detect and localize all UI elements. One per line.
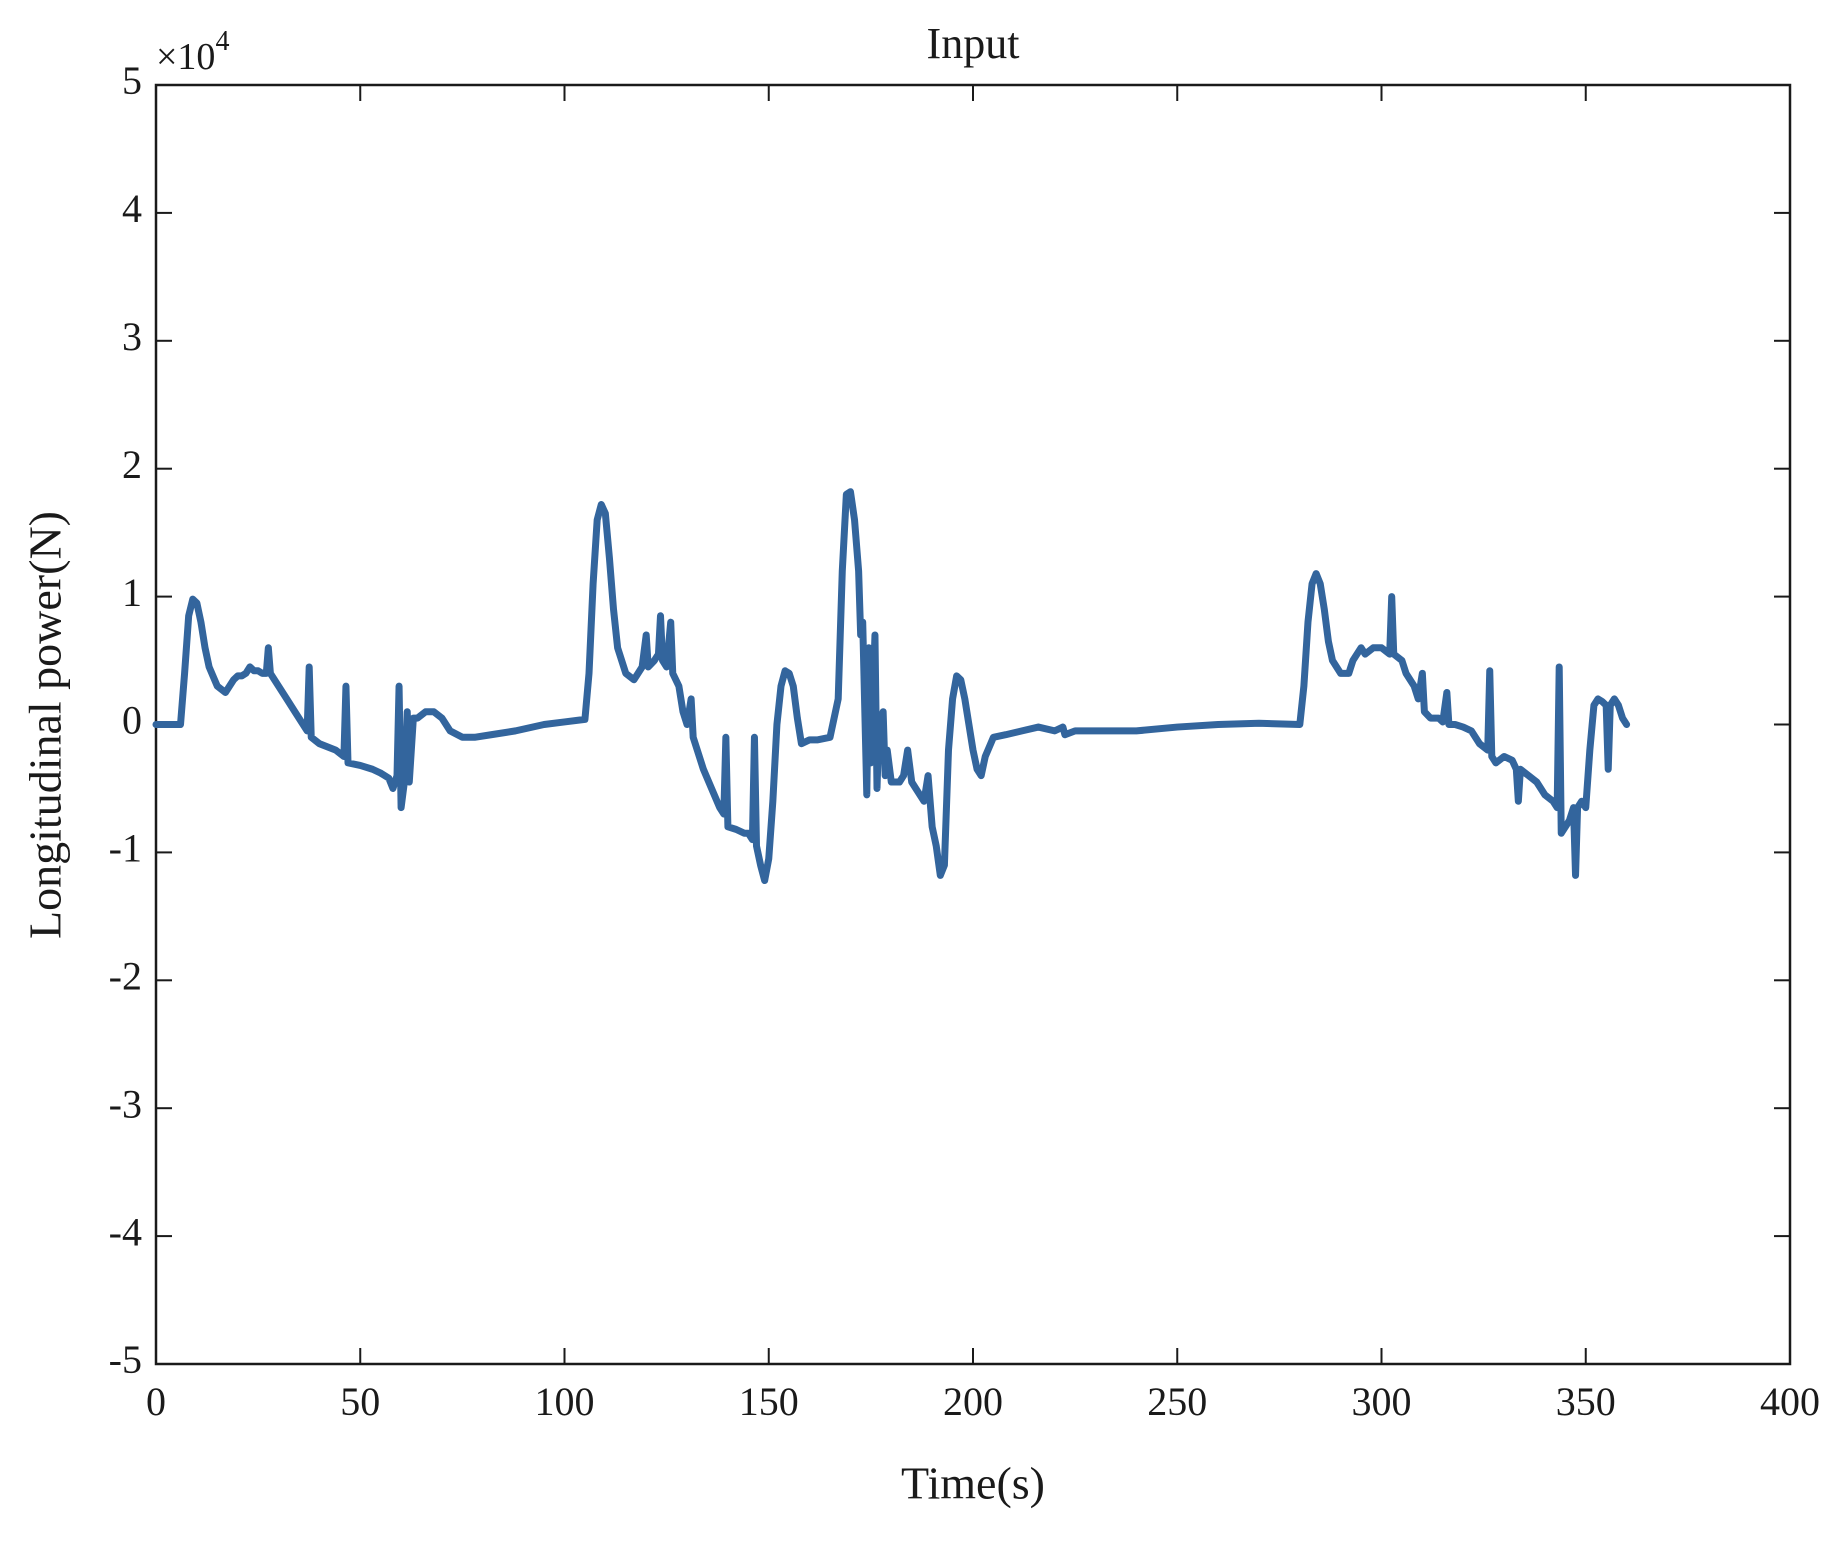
y-tick-label: 0: [122, 698, 142, 743]
y-tick-label: -5: [109, 1337, 142, 1382]
y-multiplier: ×104: [156, 26, 229, 77]
x-axis-label: Time(s): [901, 1458, 1045, 1509]
x-tick-label: 50: [340, 1379, 380, 1424]
y-tick-label: -4: [109, 1209, 142, 1254]
y-axis-label: Longitudinal power(N): [20, 511, 71, 939]
x-tick-label: 150: [739, 1379, 799, 1424]
y-tick-label: 3: [122, 314, 142, 359]
y-tick-label: 4: [122, 186, 142, 231]
y-tick-label: 2: [122, 442, 142, 487]
y-tick-label: -2: [109, 953, 142, 998]
y-tick-label: -3: [109, 1081, 142, 1126]
x-tick-label: 400: [1760, 1379, 1820, 1424]
chart-title: Input: [927, 19, 1020, 68]
x-tick-label: 200: [943, 1379, 1003, 1424]
y-tick-label: 5: [122, 58, 142, 103]
x-tick-label: 250: [1147, 1379, 1207, 1424]
x-tick-label: 300: [1352, 1379, 1412, 1424]
y-multiplier-base: ×10: [156, 36, 215, 78]
y-tick-label: -1: [109, 826, 142, 871]
x-tick-label: 0: [146, 1379, 166, 1424]
data-line: [152, 488, 1631, 885]
x-tick-label: 100: [535, 1379, 595, 1424]
x-tick-label: 350: [1556, 1379, 1616, 1424]
y-tick-label: 1: [122, 570, 142, 615]
y-multiplier-exponent: 4: [215, 26, 229, 57]
